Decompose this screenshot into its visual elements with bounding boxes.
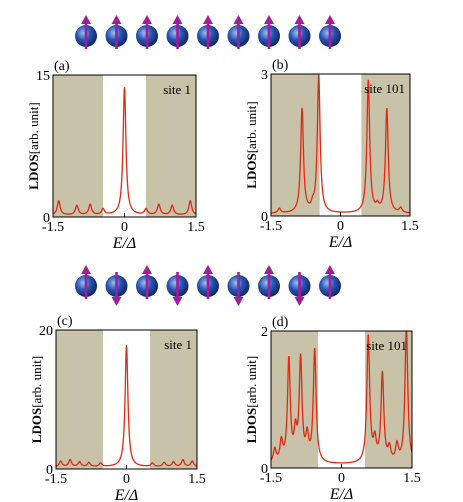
panel-label: (d) bbox=[272, 315, 289, 330]
y-tick-label: 3 bbox=[261, 68, 268, 83]
spin-down-arrow-icon bbox=[111, 297, 122, 306]
x-tick-label: -1.5 bbox=[42, 220, 64, 235]
site-label: site 1 bbox=[164, 337, 192, 352]
spin-chain-ferromagnetic bbox=[75, 15, 341, 49]
site-label: site 1 bbox=[163, 82, 191, 97]
x-axis-label: E/Δ bbox=[114, 487, 139, 502]
y-axis-label-unit: [arb. unit] bbox=[26, 102, 41, 154]
y-axis-label-bold: LDOS bbox=[26, 154, 41, 189]
x-tick-label: 1.5 bbox=[187, 220, 205, 235]
x-axis-label: E/Δ bbox=[112, 235, 137, 252]
y-axis-label-bold: LDOS bbox=[29, 408, 44, 443]
spin-up-arrow-icon bbox=[81, 15, 91, 24]
x-tick-label: -1.5 bbox=[45, 472, 67, 487]
panel-label: (a) bbox=[54, 59, 70, 74]
spin-up-arrow-icon bbox=[142, 265, 152, 274]
spin-site bbox=[75, 265, 97, 299]
x-tick-label: 0 bbox=[337, 219, 344, 234]
spin-up-arrow-icon bbox=[294, 15, 305, 24]
spin-site bbox=[319, 265, 341, 299]
y-axis-label-bold: LDOS bbox=[244, 153, 259, 188]
x-tick-label: 0 bbox=[123, 472, 130, 487]
spin-site bbox=[105, 272, 128, 306]
spin-site bbox=[166, 272, 189, 306]
spin-up-arrow-icon bbox=[172, 15, 183, 24]
spin-site bbox=[258, 265, 280, 299]
x-tick-label: 1.5 bbox=[401, 219, 419, 234]
spin-site bbox=[75, 15, 97, 49]
spin-up-arrow-icon bbox=[142, 15, 152, 24]
spin-site bbox=[166, 15, 189, 49]
shaded-region bbox=[150, 330, 197, 469]
panel-label: (b) bbox=[272, 58, 289, 73]
spin-site bbox=[105, 15, 128, 49]
y-tick-label: 2 bbox=[261, 325, 268, 340]
spin-up-arrow-icon bbox=[233, 15, 244, 24]
spin-site bbox=[197, 265, 219, 299]
y-axis-label-unit: [arb. unit] bbox=[29, 356, 44, 408]
spin-up-arrow-icon bbox=[203, 15, 213, 24]
shaded-region bbox=[145, 75, 196, 217]
spin-site bbox=[319, 15, 341, 49]
spin-site bbox=[136, 265, 158, 299]
y-tick-label: 0 bbox=[43, 211, 50, 226]
spin-site bbox=[197, 15, 219, 49]
spin-chain-antiferromagnetic bbox=[75, 265, 341, 306]
spin-site bbox=[288, 15, 311, 49]
spin-up-arrow-icon bbox=[264, 265, 274, 274]
spin-up-arrow-icon bbox=[111, 15, 122, 24]
shaded-region bbox=[53, 75, 104, 217]
shaded-region bbox=[271, 331, 318, 468]
x-tick-label: 1.5 bbox=[188, 472, 206, 487]
shaded-region bbox=[56, 330, 103, 469]
y-axis-label-bold: LDOS bbox=[244, 408, 259, 443]
x-tick-label: -1.5 bbox=[260, 219, 282, 234]
y-tick-label: 0 bbox=[46, 463, 53, 478]
spin-down-arrow-icon bbox=[233, 297, 244, 306]
y-tick-label: 15 bbox=[36, 69, 50, 84]
y-axis-label-unit: [arb. unit] bbox=[244, 101, 259, 153]
site-label: site 101 bbox=[364, 81, 405, 96]
shaded-region bbox=[271, 74, 320, 216]
spin-site bbox=[288, 272, 311, 306]
ldos-curve bbox=[55, 345, 198, 467]
y-tick-label: 0 bbox=[261, 210, 268, 225]
spin-up-arrow-icon bbox=[81, 265, 91, 274]
y-axis-label-unit: [arb. unit] bbox=[244, 356, 259, 408]
ldos-curve bbox=[270, 330, 413, 464]
y-axis-label: LDOS[arb. unit] bbox=[244, 101, 259, 188]
panel-label: (c) bbox=[57, 314, 73, 329]
x-tick-label: 0 bbox=[338, 471, 345, 486]
ldos-curve bbox=[270, 74, 411, 214]
y-axis-label: LDOS[arb. unit] bbox=[26, 102, 41, 189]
x-tick-label: 1.5 bbox=[403, 471, 421, 486]
x-tick-label: 0 bbox=[121, 220, 128, 235]
spin-down-arrow-icon bbox=[294, 297, 305, 306]
ldos-curve bbox=[52, 87, 197, 215]
spin-site bbox=[258, 15, 280, 49]
y-axis-label: LDOS[arb. unit] bbox=[244, 356, 259, 443]
x-tick-label: -1.5 bbox=[260, 471, 282, 486]
spin-up-arrow-icon bbox=[264, 15, 274, 24]
x-axis-label: E/Δ bbox=[328, 234, 353, 251]
site-label: site 101 bbox=[366, 338, 407, 353]
y-tick-label: 20 bbox=[39, 324, 53, 339]
spin-down-arrow-icon bbox=[172, 297, 183, 306]
y-tick-label: 0 bbox=[261, 462, 268, 477]
y-axis-label: LDOS[arb. unit] bbox=[29, 356, 44, 443]
spin-site bbox=[136, 15, 158, 49]
x-axis-label: E/Δ bbox=[329, 486, 354, 502]
spin-site bbox=[227, 15, 250, 49]
spin-up-arrow-icon bbox=[325, 15, 335, 24]
spin-up-arrow-icon bbox=[325, 265, 335, 274]
spin-site bbox=[227, 272, 250, 306]
spin-up-arrow-icon bbox=[203, 265, 213, 274]
